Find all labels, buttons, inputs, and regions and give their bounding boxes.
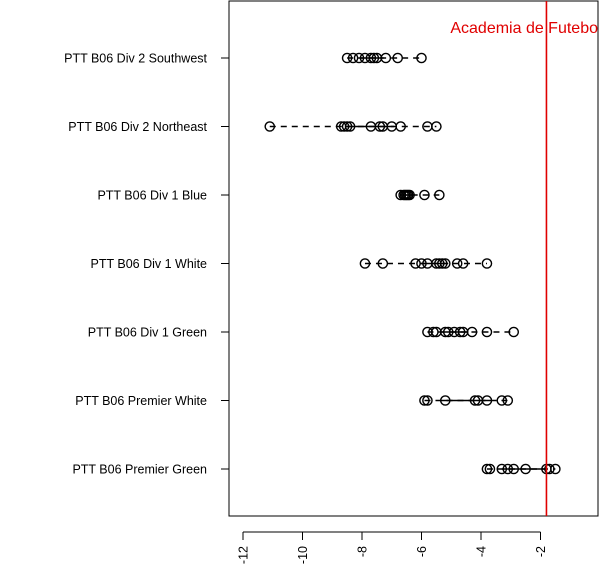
data-point [416,52,427,64]
x-tick-label: -8 [356,546,370,557]
data-point [377,258,389,269]
data-point [451,258,463,269]
data-point [481,258,493,269]
data-point [419,395,430,406]
data-point [481,326,493,338]
data-point [484,463,496,475]
data-point [404,189,415,201]
reference-line-label: Academia de Futebo [450,20,598,37]
data-point [520,463,531,475]
data-point [419,189,430,201]
category-label: PTT B06 Div 1 Green [88,326,207,340]
category-label: PTT B06 Div 2 Southwest [64,52,207,66]
data-point [374,121,386,132]
data-point [544,463,555,475]
data-point [508,326,520,338]
data-point [457,258,469,269]
data-point [264,121,276,132]
data-point [442,326,454,338]
data-point [416,258,427,269]
category-row [341,52,427,64]
reference-line-group: Academia de Futebo [450,1,598,516]
category-rows [264,52,561,475]
data-point [469,395,481,406]
data-point [392,52,404,64]
category-row [419,395,514,406]
data-point [496,395,508,406]
data-point [338,121,350,132]
data-point [439,258,451,269]
x-tick-label: -4 [475,546,489,557]
data-point [508,463,520,475]
x-tick-label: -6 [415,546,429,557]
category-row [359,258,493,269]
data-point [502,395,514,406]
data-point [359,258,371,269]
data-point [481,463,493,475]
data-point [434,258,445,269]
data-point [422,395,433,406]
data-point [437,258,448,269]
data-point [428,326,439,338]
data-point [431,121,442,132]
x-axis: -12 -10 -8 -6 -4 -2 [237,531,548,564]
y-axis: PTT B06 Div 2 Southwest PTT B06 Div 2 Nor… [64,52,229,477]
plot-frame [228,0,599,517]
category-label: PTT B06 Premier Green [72,463,207,477]
category-row [422,326,520,338]
data-point [395,121,406,132]
data-point [347,52,359,64]
x-tick-label: -10 [296,546,310,564]
data-point [496,463,508,475]
x-tick-label: -2 [534,546,548,557]
category-label: PTT B06 Premier White [75,394,207,408]
data-point [344,121,356,132]
data-point [502,463,514,475]
data-point [353,52,365,64]
category-label: PTT B06 Div 1 Blue [97,189,207,203]
data-point [439,395,451,406]
x-tick-label: -12 [237,546,251,564]
category-row [481,463,561,475]
data-point [341,52,353,64]
data-point [550,463,561,475]
category-label: PTT B06 Div 2 Northeast [68,120,207,134]
data-point [365,52,377,64]
category-row [264,121,442,132]
data-point [368,52,380,64]
data-point [380,52,392,64]
data-point [410,258,421,269]
data-point [454,326,466,338]
data-point [341,121,353,132]
data-point [481,395,493,406]
category-label: PTT B06 Div 1 White [91,257,208,271]
category-row [395,189,445,201]
data-point [434,189,445,201]
data-point [466,326,478,338]
